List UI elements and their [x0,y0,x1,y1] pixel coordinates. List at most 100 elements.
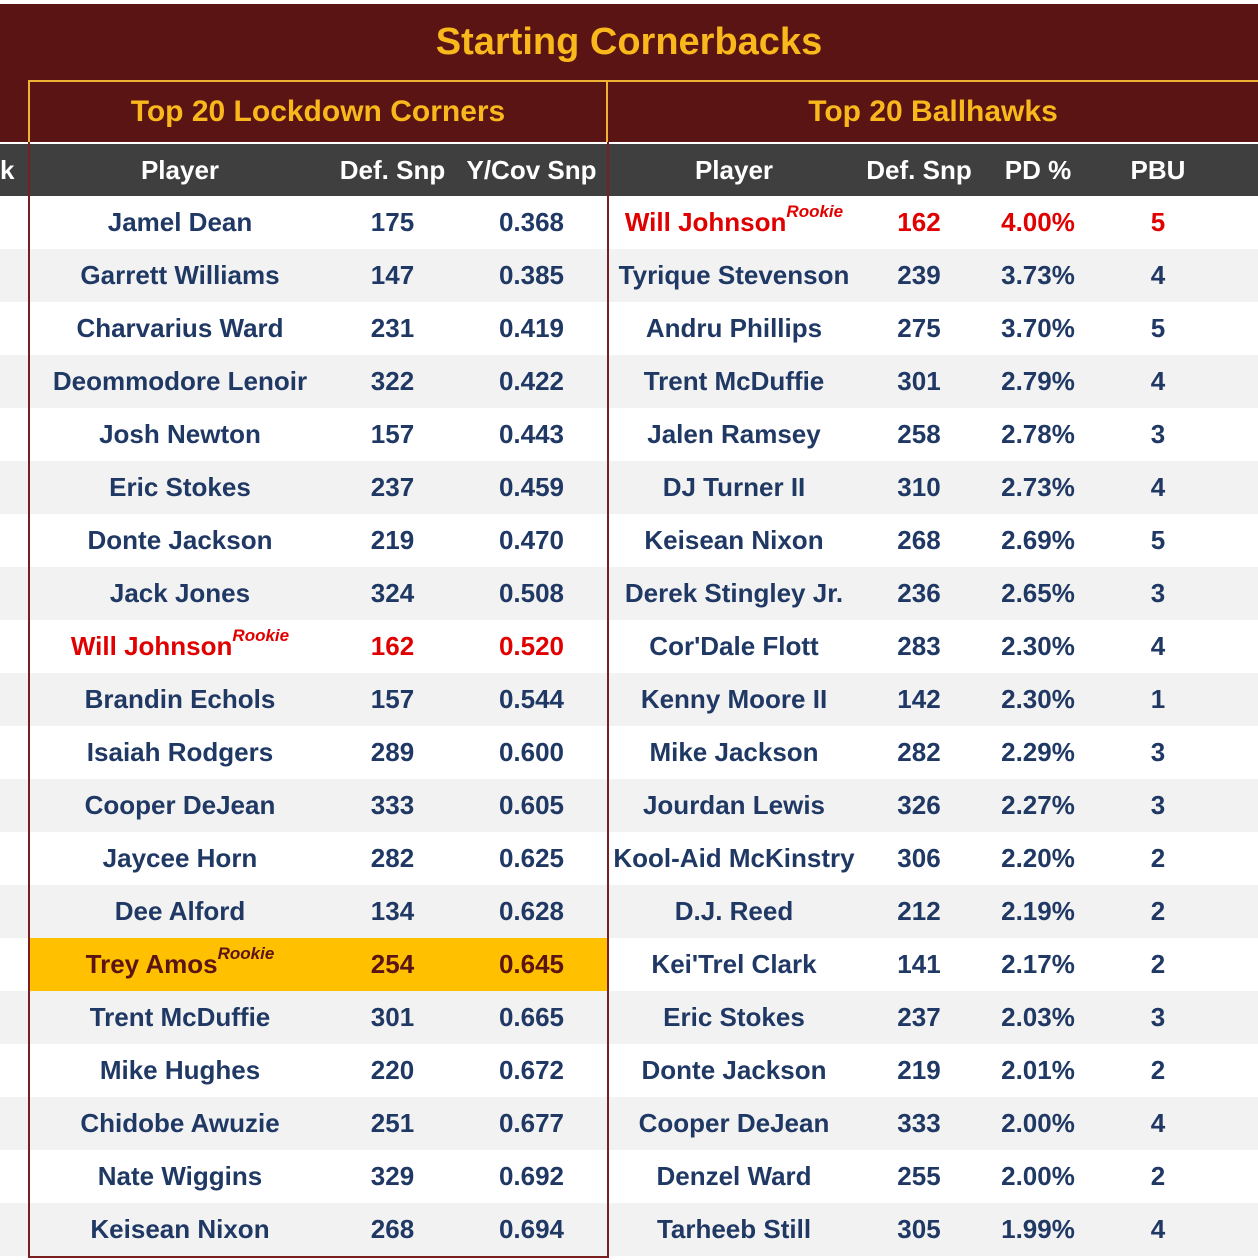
lockdown-snaps-cell: 333 [370,790,415,820]
player-name: Kei'Trel Clark [651,949,817,979]
lockdown-snaps-cell: 301 [370,1002,415,1032]
lockdown-player-name-cell: Isaiah Rodgers [30,726,330,779]
ballhawk-snaps-cell: 283 [897,631,941,661]
lockdown-val-cell: 0.470 [498,525,565,555]
ballhawk-player-name-cell: Derek Stingley Jr. [608,567,860,620]
ballhawk-snaps-cell: 326 [897,790,941,820]
table-row: Deommodore Lenoir 322 0.422 Trent McDuffie 3… [0,355,1258,408]
column-header-stub: k [0,155,15,185]
lockdown-val-cell: 0.672 [498,1055,565,1085]
lockdown-snaps-cell: 324 [370,578,415,608]
divider-bottom [28,1256,608,1258]
player-name: Dee Alford [114,896,246,926]
table-row: Trent McDuffie 301 0.665 Eric Stokes 237 2.03… [0,991,1258,1044]
ballhawk-snaps-cell: 237 [897,1002,941,1032]
lockdown-player-name-cell: Josh Newton [30,408,330,461]
ballhawk-pd-cell: 2.73% [1001,472,1075,502]
player-name: Jack Jones [109,578,251,608]
lockdown-val-cell: 0.628 [498,896,565,926]
player-name: Denzel Ward [656,1161,812,1191]
ballhawk-snaps-cell: 141 [897,949,941,979]
ballhawk-player-name-cell: Keisean Nixon [608,514,860,567]
ballhawk-pbu-cell: 5 [1150,525,1166,555]
column-header-pbu: PBU [1130,155,1186,185]
player-name: Kool-Aid McKinstry [613,843,855,873]
lockdown-snaps-cell: 254 [370,949,415,979]
ballhawk-snaps-cell: 310 [897,472,941,502]
player-name: Tyrique Stevenson [618,260,850,290]
lockdown-snaps-cell: 268 [370,1214,415,1244]
ballhawk-player-name-cell: Cor'Dale Flott [608,620,860,673]
player-name: Andru Phillips [645,313,823,343]
ballhawk-pd-cell: 2.29% [1001,737,1075,767]
ballhawk-player-name-cell: Will JohnsonRookie [608,196,860,249]
ballhawk-player-name-cell: Jourdan Lewis [608,779,860,832]
ballhawk-pd-cell: 3.73% [1001,260,1075,290]
divider-left [28,142,30,1258]
lockdown-player-name-cell: Jack Jones [30,567,330,620]
player-name: Charvarius Ward [76,313,284,343]
lockdown-val-cell: 0.520 [498,631,565,661]
ballhawk-pbu-cell: 3 [1150,790,1166,820]
player-name: D.J. Reed [674,896,794,926]
lockdown-val-cell: 0.692 [498,1161,565,1191]
ballhawk-player-name-cell: Cooper DeJean [608,1097,860,1150]
ballhawk-pbu-cell: 2 [1150,843,1166,873]
lockdown-val-cell: 0.422 [498,366,565,396]
lockdown-player-name-cell: Garrett Williams [30,249,330,302]
lockdown-val-cell: 0.544 [498,684,565,714]
ballhawk-pbu-cell: 4 [1150,631,1166,661]
ballhawk-pd-cell: 4.00% [1001,207,1075,237]
lockdown-player-name-cell: Dee Alford [30,885,330,938]
lockdown-val-cell: 0.459 [498,472,565,502]
player-name: Donte Jackson [641,1055,827,1085]
table-row: Josh Newton 157 0.443 Jalen Ramsey 258 2.78% 3 [0,408,1258,461]
player-name: Nate Wiggins [97,1161,263,1191]
ballhawk-player-name-cell: Kei'Trel Clark [608,938,860,991]
lockdown-val-cell: 0.605 [498,790,565,820]
column-header-player-left: Player [140,155,220,185]
ballhawk-snaps-cell: 305 [897,1214,941,1244]
lockdown-snaps-cell: 157 [370,419,415,449]
section-title-lockdown: Top 20 Lockdown Corners [28,80,608,142]
player-name: Cooper DeJean [84,790,276,820]
table-row: Dee Alford 134 0.628 D.J. Reed 212 2.19% 2 [0,885,1258,938]
ballhawk-pbu-cell: 5 [1150,207,1166,237]
player-name: Keisean Nixon [90,1214,270,1244]
lockdown-player-name-cell: Charvarius Ward [30,302,330,355]
lockdown-val-cell: 0.368 [498,207,565,237]
ballhawk-player-name-cell: Mike Jackson [608,726,860,779]
player-name: Mike Hughes [99,1055,261,1085]
table-row: Eric Stokes 237 0.459 DJ Turner II 310 2.73% 4 [0,461,1258,514]
ballhawk-pbu-cell: 1 [1150,684,1166,714]
ballhawk-pd-cell: 2.27% [1001,790,1075,820]
ballhawk-pbu-cell: 5 [1150,313,1166,343]
table-row: Cooper DeJean 333 0.605 Jourdan Lewis 326 2.2… [0,779,1258,832]
player-name: Jamel Dean [107,207,253,237]
ballhawk-snaps-cell: 236 [897,578,941,608]
lockdown-player-name-cell: Trent McDuffie [30,991,330,1044]
player-name: Derek Stingley Jr. [624,578,844,608]
lockdown-val-cell: 0.625 [498,843,565,873]
player-name: Will Johnson [70,631,233,661]
ballhawk-pbu-cell: 3 [1150,578,1166,608]
ballhawk-snaps-cell: 301 [897,366,941,396]
section-title-ballhawks: Top 20 Ballhawks [608,80,1258,142]
player-name: Trey Amos [85,949,218,979]
ballhawk-player-name-cell: D.J. Reed [608,885,860,938]
table-row: Jaycee Horn 282 0.625 Kool-Aid McKinstry 306… [0,832,1258,885]
lockdown-val-cell: 0.385 [498,260,565,290]
table-row: Chidobe Awuzie 251 0.677 Cooper DeJean 333 2.… [0,1097,1258,1150]
ballhawk-snaps-cell: 239 [897,260,941,290]
column-header-player-right: Player [694,155,774,185]
table-row: Trey AmosRookie 254 0.645 Kei'Trel Clark 141… [0,938,1258,991]
lockdown-snaps-cell: 322 [370,366,415,396]
ballhawk-pbu-cell: 2 [1150,1055,1166,1085]
divider-middle [607,142,609,1258]
ballhawk-snaps-cell: 142 [897,684,941,714]
ballhawk-snaps-cell: 219 [897,1055,941,1085]
player-name: Trent McDuffie [643,366,825,396]
lockdown-snaps-cell: 175 [370,207,415,237]
player-name: Josh Newton [99,419,261,449]
table-row: Donte Jackson 219 0.470 Keisean Nixon 268 2.6… [0,514,1258,567]
